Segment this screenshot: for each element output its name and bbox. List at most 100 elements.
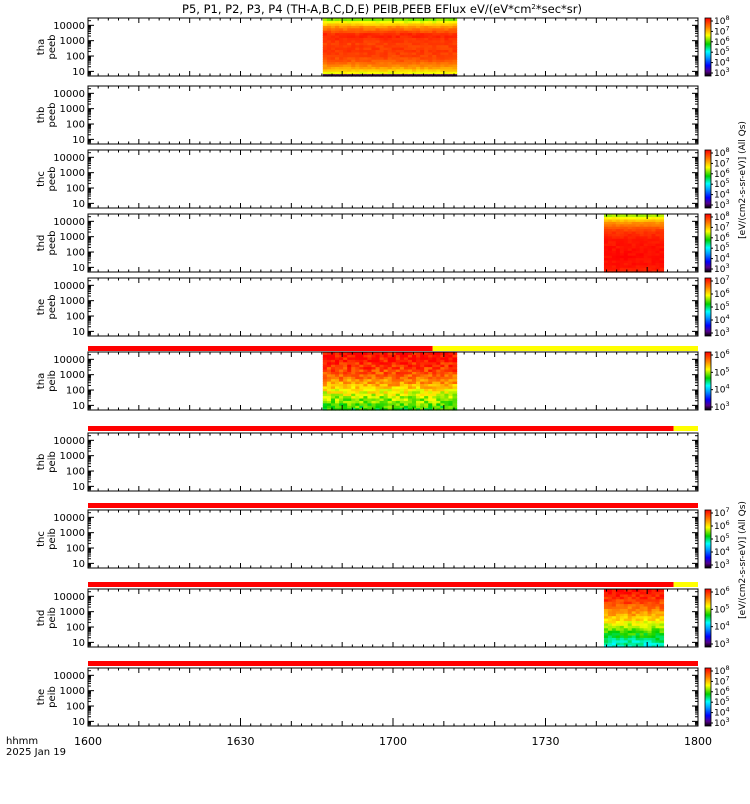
spectrogram-cell	[452, 376, 458, 380]
spectrogram-cell	[343, 27, 348, 31]
spectrogram-cell	[326, 368, 332, 372]
colorbar-tick-label: 103	[714, 716, 730, 729]
spectrogram-cell	[403, 368, 409, 372]
spectrogram-cell	[647, 601, 653, 605]
spectrogram-cell	[655, 243, 661, 247]
spectrogram-cell	[399, 56, 405, 60]
spectrogram-cell	[623, 267, 629, 271]
spectrogram-cell	[615, 608, 621, 612]
spectrogram-cell	[603, 605, 609, 609]
spectrogram-cell	[339, 359, 344, 363]
spectrogram-cell	[339, 356, 344, 360]
spectrogram-cell	[395, 395, 401, 399]
spectrogram-cell	[347, 63, 352, 67]
spectrogram-cell	[428, 47, 433, 51]
spectrogram-cell	[611, 598, 617, 602]
spectrogram-cell	[432, 22, 437, 26]
spectrogram-cell	[659, 622, 665, 626]
spectrogram-cell	[330, 359, 336, 363]
spectrogram-cell	[387, 59, 393, 63]
spectrogram-cell	[335, 47, 340, 51]
spectrogram-cell	[399, 63, 405, 67]
spectrogram-cell	[326, 51, 332, 55]
spectrogram-cell	[403, 49, 409, 53]
spectrogram-cell	[647, 618, 653, 622]
spectrogram-cell	[347, 71, 352, 75]
spectrogram-cell	[363, 56, 369, 60]
spectrogram-cell	[607, 618, 613, 622]
spectrogram-cell	[615, 634, 621, 638]
spectrogram-cell	[436, 364, 441, 368]
spectrogram-cell	[611, 264, 617, 268]
spectrogram-cell	[444, 393, 450, 397]
spectrogram-cell	[322, 66, 328, 70]
spectrogram-cell	[326, 66, 332, 70]
spectrogram-cell	[452, 25, 458, 29]
spectrogram-cell	[647, 240, 653, 244]
spectrogram-cell	[395, 32, 401, 36]
spectrogram-cell	[436, 73, 441, 77]
spectrogram-cell	[387, 66, 393, 70]
spectrogram-cell	[448, 359, 454, 363]
spectrogram-cell	[343, 73, 348, 77]
spectrogram-cell	[322, 54, 328, 58]
spectrogram-cell	[411, 56, 417, 60]
spectrogram-cell	[623, 223, 629, 227]
spectrogram-cell	[322, 368, 328, 372]
status-segment	[88, 661, 698, 666]
spectrogram-cell	[619, 259, 625, 263]
spectrogram-cell	[635, 642, 641, 646]
spectrogram-cell	[330, 354, 336, 358]
spectrogram-cell	[407, 68, 413, 72]
spectrogram-cell	[603, 598, 609, 602]
status-segment	[673, 426, 698, 431]
spectrogram-cell	[432, 32, 437, 36]
spectrogram-cell	[420, 390, 425, 394]
spectrogram-cell	[371, 22, 377, 26]
spectrogram-cell	[351, 54, 356, 58]
spectrogram-cell	[371, 47, 377, 51]
spectrogram-cell	[339, 54, 344, 58]
spectrogram-cell	[375, 68, 381, 72]
spectrogram-cell	[424, 25, 429, 29]
spectrogram-cell	[651, 235, 657, 239]
colorbar-tick-label: 107	[714, 156, 730, 169]
spectrogram-cell	[359, 376, 364, 380]
spectrogram-cell	[375, 71, 381, 75]
colorbar-tick-label: 106	[714, 35, 730, 48]
spectrogram-cell	[387, 32, 393, 36]
colorbar-tick-label: 108	[714, 210, 730, 223]
spectrogram-cell	[347, 364, 352, 368]
spectrogram-cell	[436, 63, 441, 67]
spectrogram-cell	[355, 402, 360, 406]
spectrogram-cell	[651, 233, 657, 237]
spectrogram-cell	[395, 68, 401, 72]
spectrogram-cell	[383, 30, 389, 34]
spectrogram-cell	[615, 247, 621, 251]
spectrogram-cell	[643, 603, 649, 607]
spectrogram-cell	[448, 32, 454, 36]
spectrogram-cell	[326, 385, 332, 389]
spectrogram-cell	[335, 354, 340, 358]
spectrogram-cell	[448, 18, 454, 22]
spectrogram-cell	[651, 615, 657, 619]
spectrogram-cell	[387, 354, 393, 358]
colorbar-tick-label: 106	[714, 519, 730, 532]
spectrogram-cell	[359, 39, 364, 43]
spectrogram-cell	[375, 39, 381, 43]
spectrogram-cell	[432, 402, 437, 406]
spectrogram-cell	[424, 366, 429, 370]
spectrogram-cell	[440, 44, 445, 48]
spectrogram-cell	[363, 37, 369, 41]
spectrogram-cell	[647, 598, 653, 602]
spectrogram-cell	[371, 371, 377, 375]
spectrogram-cell	[339, 59, 344, 63]
spectrogram-cell	[326, 49, 332, 53]
spectrogram-cell	[375, 37, 381, 41]
spectrogram-cell	[448, 400, 454, 404]
spectrogram-cell	[326, 352, 332, 356]
spectrogram-cell	[659, 216, 665, 220]
spectrogram-cell	[603, 632, 609, 636]
colorbar-tick-label: 105	[714, 602, 730, 615]
